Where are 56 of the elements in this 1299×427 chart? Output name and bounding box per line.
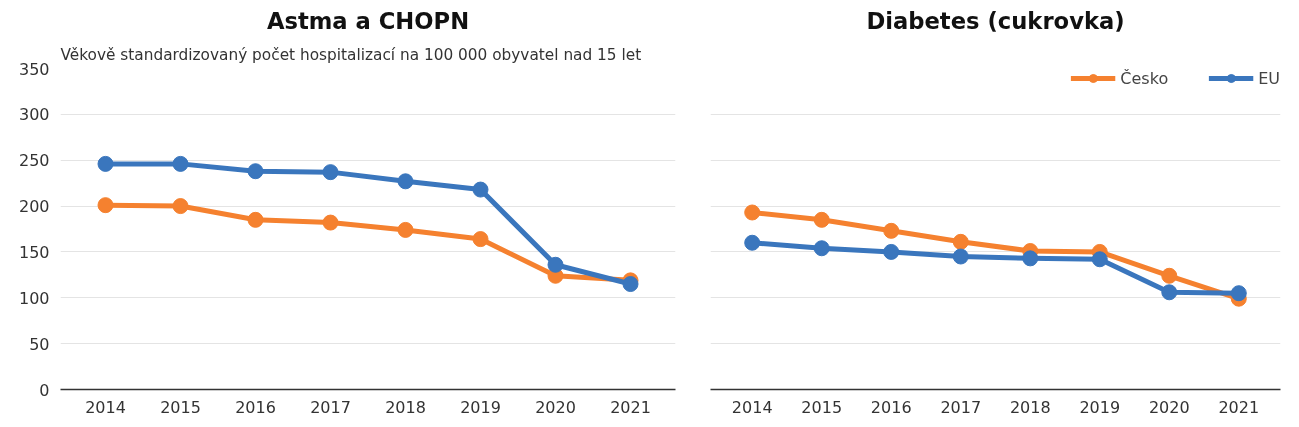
point: [547, 256, 564, 273]
point: [952, 248, 969, 265]
point: [172, 198, 189, 215]
y-tick-label: 0: [39, 380, 50, 400]
point: [883, 243, 900, 260]
point: [397, 221, 414, 238]
point: [813, 240, 830, 257]
point: [813, 211, 830, 228]
point: [952, 233, 969, 250]
x-tick-label: 2016: [870, 397, 912, 417]
point: [172, 155, 189, 172]
point: [1161, 284, 1178, 301]
point: [1161, 267, 1178, 284]
x-tick-label: 2018: [1009, 397, 1051, 417]
point: [1022, 250, 1039, 267]
x-tick-label: 2019: [460, 397, 501, 417]
chart-subtitle: Věkově standardizovaný počet hospitalizací na 100 000 obyvatel nad 15 let: [60, 45, 642, 64]
legend-label: EU: [1258, 68, 1280, 88]
x-tick-label: 2018: [385, 397, 426, 417]
y-tick-label: 50: [29, 334, 50, 354]
x-tick-label: 2019: [1079, 397, 1121, 417]
legend-label: Česko: [1120, 68, 1169, 88]
x-tick-label: 2015: [160, 397, 201, 417]
point: [1091, 251, 1108, 268]
point: [322, 164, 339, 181]
point: [1230, 285, 1247, 302]
point: [247, 211, 264, 228]
point: [97, 197, 114, 214]
x-tick-label: 2017: [310, 397, 351, 417]
x-tick-label: 2015: [801, 397, 843, 417]
y-tick-label: 200: [18, 197, 50, 217]
y-tick-label: 150: [18, 242, 50, 262]
chart-title: Diabetes (cukrovka): [866, 7, 1125, 34]
x-tick-label: 2020: [1148, 397, 1190, 417]
point: [472, 231, 489, 248]
point: [744, 204, 761, 221]
x-tick-label: 2014: [731, 397, 773, 417]
chart-title: Astma a CHOPN: [266, 7, 470, 34]
point: [472, 181, 489, 198]
point: [622, 276, 639, 293]
y-tick-label: 350: [18, 59, 50, 79]
y-tick-label: 100: [18, 288, 50, 308]
x-tick-label: 2020: [535, 397, 576, 417]
point: [397, 173, 414, 190]
point: [247, 163, 264, 180]
point: [883, 222, 900, 239]
point: [322, 214, 339, 231]
x-tick-label: 2014: [85, 397, 126, 417]
x-tick-label: 2016: [235, 397, 276, 417]
y-tick-label: 300: [18, 105, 50, 125]
x-tick-label: 2017: [940, 397, 982, 417]
x-tick-label: 2021: [610, 397, 651, 417]
point: [744, 234, 761, 251]
point: [97, 155, 114, 172]
y-tick-label: 250: [18, 151, 50, 171]
x-tick-label: 2021: [1218, 397, 1260, 417]
